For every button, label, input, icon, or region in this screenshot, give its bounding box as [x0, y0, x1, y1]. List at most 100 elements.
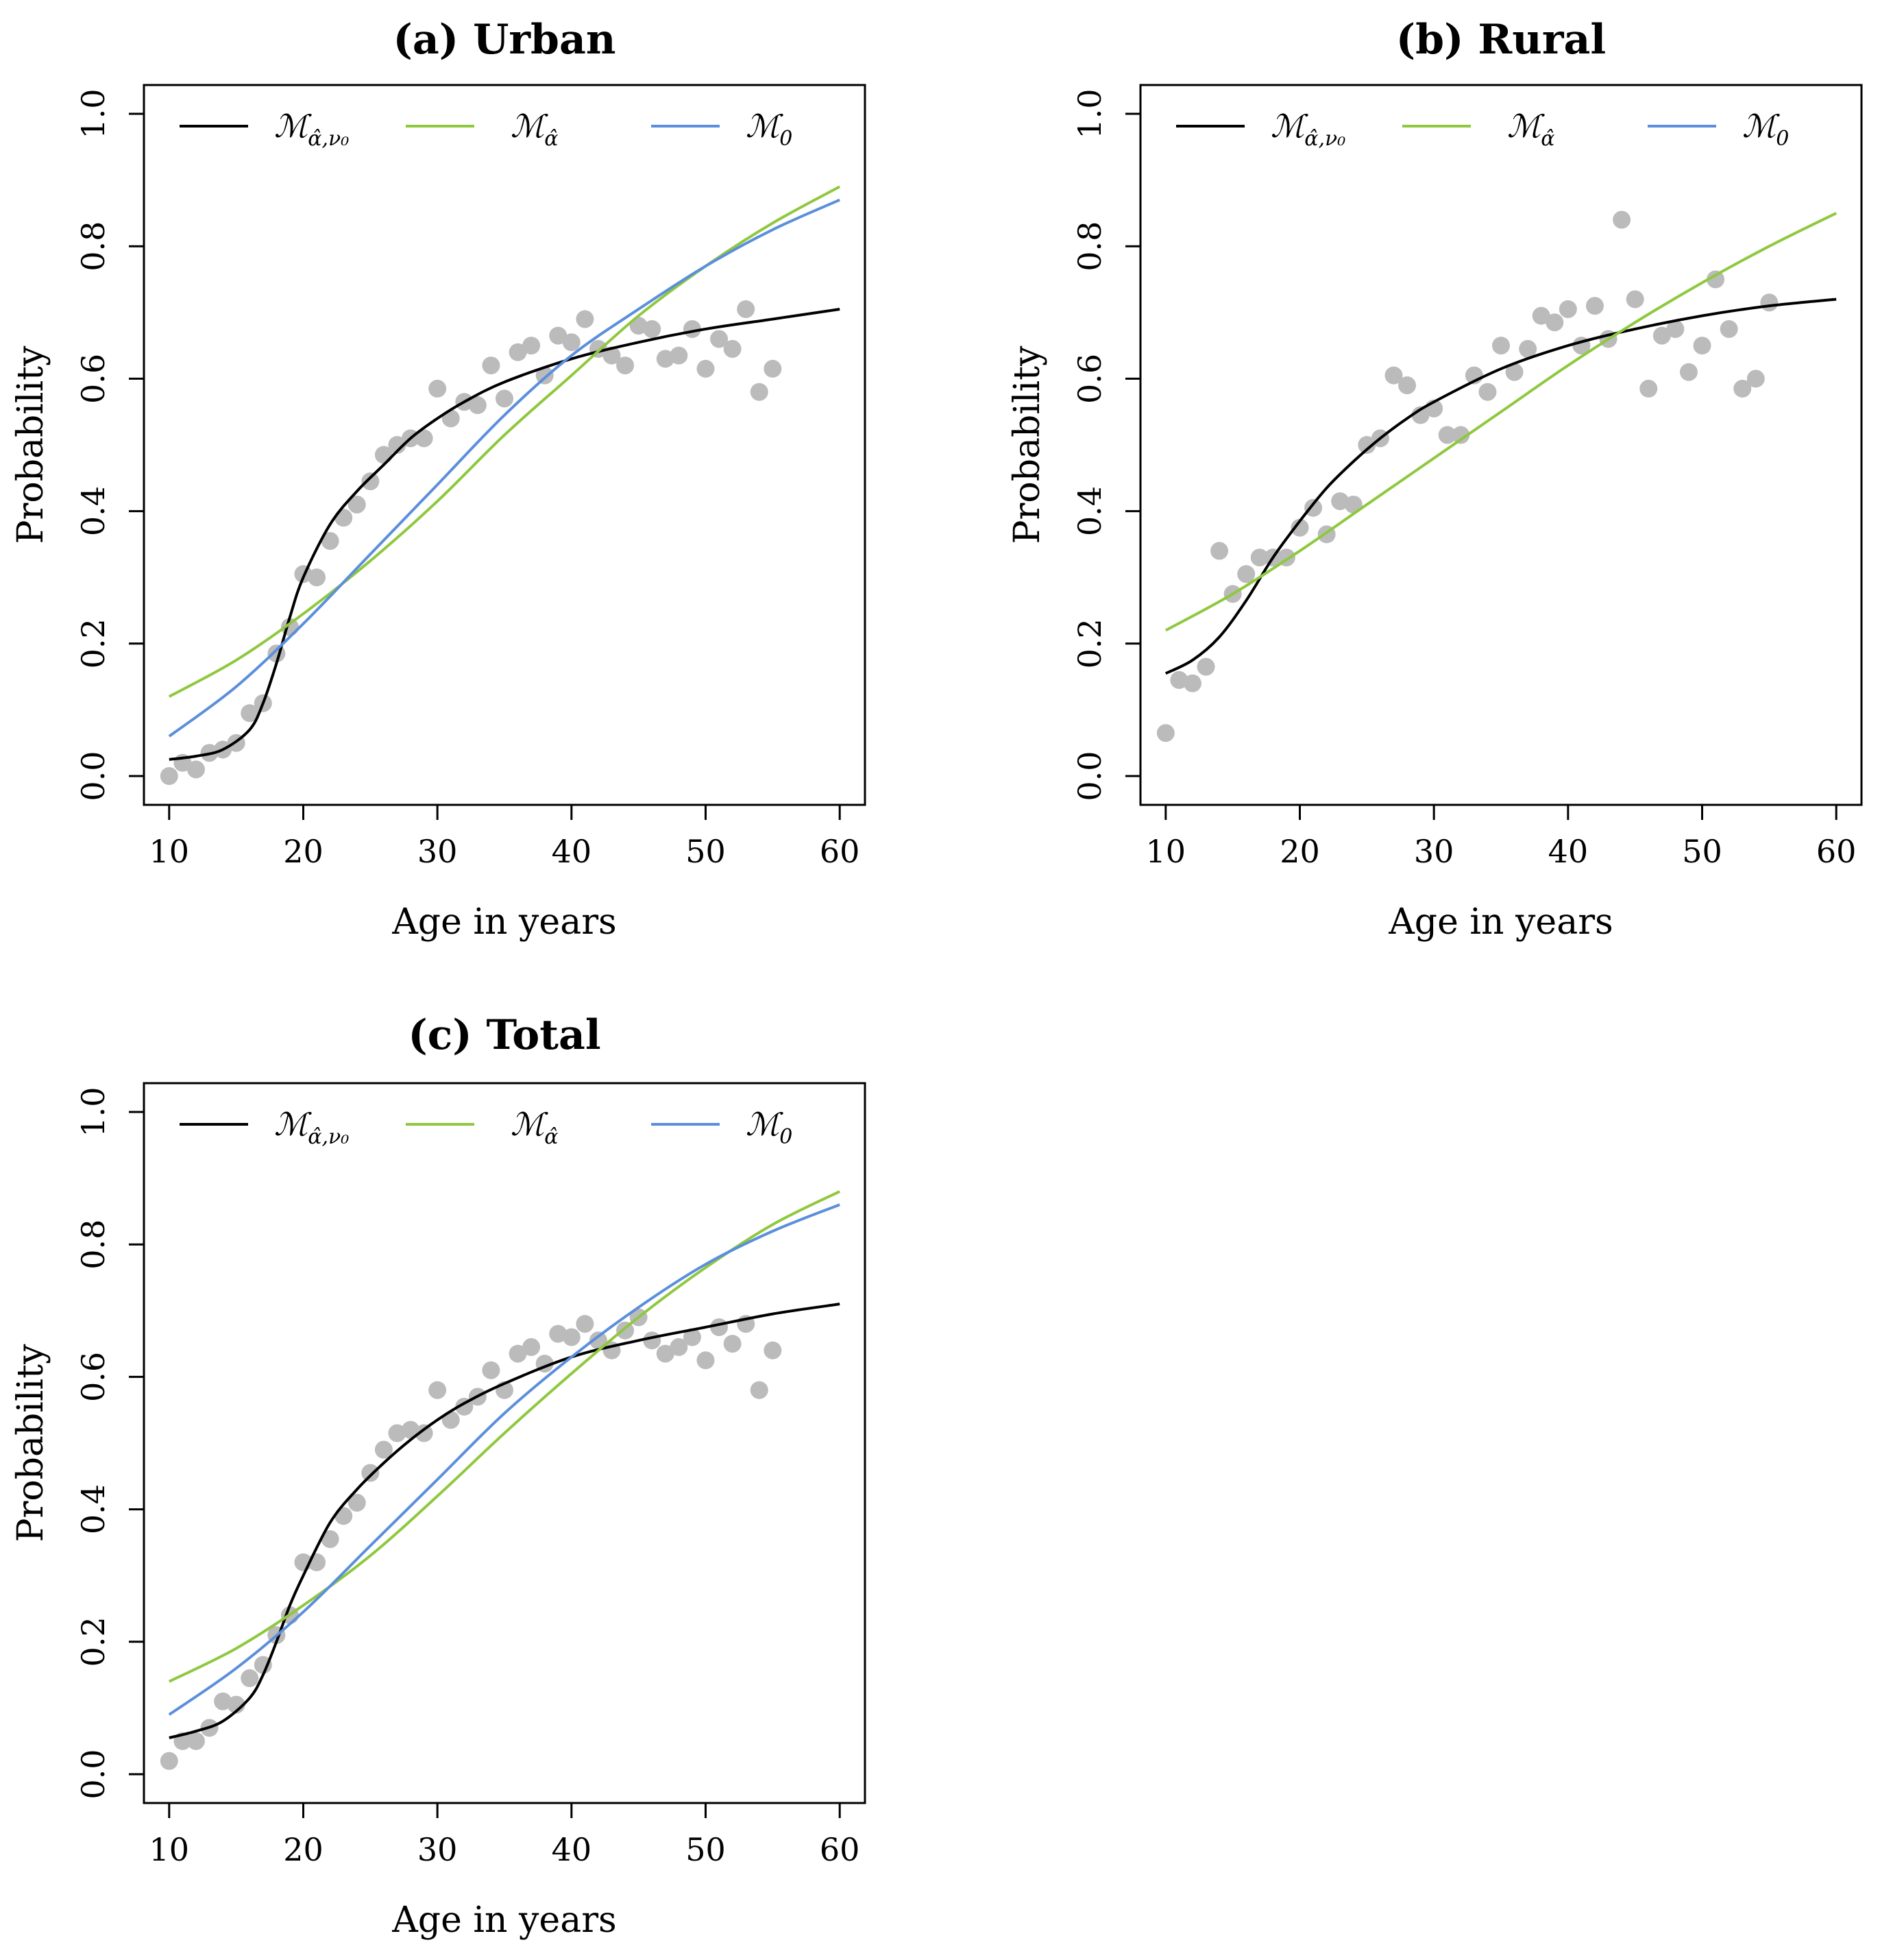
data-point	[347, 1493, 366, 1512]
x-tick-label: 30	[417, 1831, 458, 1868]
data-point	[589, 1331, 607, 1350]
data-point	[1733, 379, 1752, 398]
data-point	[415, 1424, 433, 1442]
x-tick-label: 40	[1548, 833, 1589, 870]
data-point	[468, 396, 487, 415]
data-point	[1559, 300, 1577, 318]
data-point	[496, 389, 513, 408]
series-line	[1164, 298, 1837, 675]
x-tick-label: 30	[1414, 833, 1454, 870]
data-point	[723, 1335, 742, 1353]
legend: ℳα̂,ν₀ ℳα̂ ℳ0	[180, 108, 792, 151]
y-tick-label: 0.0	[1071, 751, 1108, 801]
series-line	[169, 307, 840, 761]
data-point	[186, 760, 205, 779]
x-tick-label: 30	[417, 833, 458, 870]
data-point	[334, 1507, 353, 1525]
data-point	[1438, 426, 1456, 444]
legend-label: ℳα̂,ν₀	[1271, 108, 1345, 151]
x-tick-label: 20	[1280, 833, 1320, 870]
data-point	[1170, 670, 1188, 689]
data-point	[1652, 326, 1671, 345]
data-point	[1666, 319, 1685, 338]
data-point	[1532, 306, 1550, 325]
data-point	[562, 333, 581, 352]
legend-label: ℳα̂	[511, 108, 558, 151]
y-tick-label: 1.0	[75, 88, 112, 138]
y-tick-label: 1.0	[1071, 88, 1108, 138]
data-point	[482, 1361, 500, 1379]
data-point	[241, 1669, 259, 1687]
legend-label: ℳα̂	[1507, 108, 1554, 151]
y-axis-label: Probability	[10, 346, 51, 544]
data-point	[1679, 363, 1698, 381]
data-point	[1546, 313, 1564, 332]
data-point	[656, 1344, 674, 1363]
data-point	[361, 1464, 380, 1482]
data-point	[1237, 565, 1256, 583]
x-axis-label: Age in years	[391, 1900, 617, 1941]
series-line	[168, 1190, 841, 1683]
series-line	[168, 185, 841, 698]
series-line	[169, 1303, 840, 1739]
data-point	[160, 1752, 178, 1770]
y-tick-label: 0.4	[75, 1484, 112, 1534]
data-point	[321, 532, 339, 551]
data-point	[723, 339, 742, 358]
y-tick-label: 0.8	[1071, 221, 1108, 271]
plot-area	[160, 185, 841, 785]
y-tick-label: 0.6	[75, 1352, 112, 1402]
data-point	[696, 359, 715, 378]
data-point	[388, 436, 406, 454]
y-tick-label: 0.4	[75, 486, 112, 536]
data-point	[186, 1732, 205, 1750]
series-line	[1164, 212, 1838, 632]
data-point	[1398, 376, 1417, 395]
x-tick-label: 20	[283, 833, 323, 870]
legend-label: ℳα̂,ν₀	[274, 1106, 349, 1149]
series-line	[168, 1203, 840, 1716]
data-point	[670, 346, 688, 365]
x-tick-label: 60	[820, 833, 860, 870]
x-tick-label: 50	[1682, 833, 1722, 870]
data-point	[321, 1530, 339, 1549]
plot-frame	[143, 84, 866, 806]
chart-title: (c) Total	[408, 1011, 600, 1059]
data-point	[388, 1424, 406, 1442]
data-point	[428, 379, 447, 398]
legend-label: ℳ0	[746, 1106, 792, 1149]
data-point	[1626, 290, 1644, 308]
data-point	[1519, 339, 1537, 358]
data-point	[402, 1420, 420, 1439]
data-point	[214, 1692, 232, 1710]
data-point	[1384, 366, 1403, 385]
x-tick-label: 10	[149, 833, 190, 870]
panel-1: (b) Rural 10 20 30 40 50 60 0.0 0.2 0.4 0.6 0.8 1.0 A…	[1007, 16, 1863, 943]
data-point	[415, 429, 433, 448]
y-tick-label: 0.0	[75, 751, 112, 801]
x-tick-label: 20	[283, 1831, 323, 1868]
data-point	[764, 359, 782, 378]
data-point	[535, 366, 554, 385]
data-point	[347, 495, 366, 513]
legend-label: ℳ0	[1742, 108, 1789, 151]
x-tick-label: 60	[1816, 833, 1857, 870]
data-point	[509, 1344, 527, 1363]
data-point	[1492, 337, 1510, 355]
data-point	[1760, 293, 1779, 312]
y-tick-label: 0.4	[1071, 486, 1108, 536]
data-point	[1291, 518, 1309, 537]
data-point	[710, 330, 729, 348]
data-point	[254, 1656, 272, 1674]
plot-area	[1156, 210, 1838, 742]
data-point	[576, 1315, 594, 1333]
data-point	[227, 1695, 245, 1714]
y-tick-label: 0.2	[75, 618, 112, 668]
data-point	[1639, 379, 1658, 398]
series-line	[168, 198, 840, 738]
data-point	[562, 1328, 581, 1346]
x-tick-label: 10	[149, 1831, 190, 1868]
data-point	[428, 1381, 447, 1399]
x-tick-label: 40	[552, 833, 592, 870]
